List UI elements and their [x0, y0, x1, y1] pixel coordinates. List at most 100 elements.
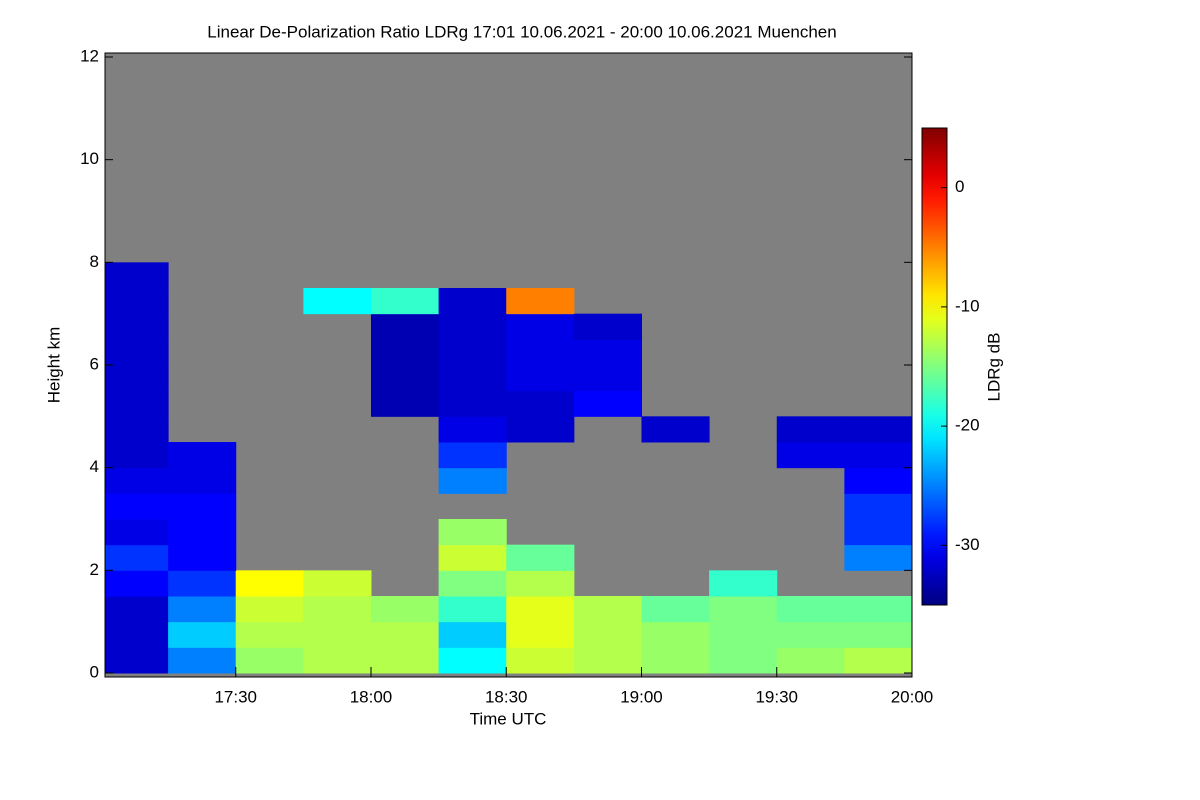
- heatmap-cell: [573, 390, 642, 417]
- heatmap-cell: [844, 442, 913, 469]
- heatmap-cell: [168, 621, 237, 648]
- heatmap-cell: [506, 390, 575, 417]
- heatmap-cell: [844, 467, 913, 494]
- heatmap-cell: [303, 596, 372, 623]
- y-tick-label: 0: [90, 662, 99, 681]
- heatmap-cell: [105, 621, 169, 648]
- x-tick-label: 19:00: [620, 687, 663, 706]
- heatmap-cell: [844, 647, 913, 674]
- x-axis-label: Time UTC: [470, 709, 547, 728]
- heatmap-cell: [709, 647, 778, 674]
- heatmap-cell: [573, 596, 642, 623]
- heatmap-cell: [844, 416, 913, 443]
- heatmap-cell: [168, 570, 237, 597]
- heatmap-cell: [105, 519, 169, 546]
- heatmap-cell: [105, 596, 169, 623]
- heatmap-cell: [370, 390, 440, 417]
- y-tick-label: 2: [90, 560, 99, 579]
- heatmap-cell: [506, 596, 575, 623]
- heatmap-cell: [506, 570, 575, 597]
- x-tick-label: 20:00: [891, 687, 934, 706]
- heatmap-cell: [776, 621, 845, 648]
- heatmap-cell: [105, 416, 169, 443]
- heatmap-cell: [370, 339, 440, 366]
- y-tick-label: 6: [90, 354, 99, 373]
- colorbar: [921, 127, 948, 606]
- heatmap-cell: [438, 621, 507, 648]
- heatmap-cell: [370, 647, 440, 674]
- heatmap-cell: [641, 647, 710, 674]
- heatmap-cell: [370, 621, 440, 648]
- heatmap-cell: [506, 621, 575, 648]
- heatmap-cell: [709, 570, 778, 597]
- heatmap-cell: [105, 544, 169, 571]
- heatmap-cell: [776, 416, 845, 443]
- heatmap-cell: [506, 416, 575, 443]
- heatmap-cell: [303, 288, 372, 315]
- heatmap-cell: [438, 339, 507, 366]
- heatmap-cell: [235, 596, 304, 623]
- heatmap-cell: [844, 493, 913, 520]
- heatmap-cell: [844, 621, 913, 648]
- heatmap-cell: [105, 365, 169, 392]
- heatmap-cell: [438, 442, 507, 469]
- y-tick-label: 4: [90, 457, 99, 476]
- heatmap-cell: [303, 570, 372, 597]
- heatmap-cell: [709, 621, 778, 648]
- heatmap-cell: [641, 621, 710, 648]
- heatmap-cell: [168, 647, 237, 674]
- heatmap-cell: [573, 647, 642, 674]
- heatmap-cell: [370, 596, 440, 623]
- heatmap-cell: [573, 339, 642, 366]
- heatmap-cell: [105, 570, 169, 597]
- heatmap-cell: [438, 570, 507, 597]
- heatmap-cell: [438, 313, 507, 340]
- heatmap-cell: [303, 647, 372, 674]
- heatmap-cell: [641, 596, 710, 623]
- heatmap-cell: [506, 339, 575, 366]
- heatmap-cell: [438, 288, 507, 315]
- heatmap-cell: [438, 647, 507, 674]
- heatmap-cell: [105, 288, 169, 315]
- heatmap-cell: [370, 288, 440, 315]
- heatmap-cell: [709, 596, 778, 623]
- heatmap-cell: [438, 596, 507, 623]
- x-tick-label: 18:00: [350, 687, 393, 706]
- y-axis-label: Height km: [44, 327, 63, 404]
- heatmap-cell: [776, 596, 845, 623]
- y-tick-label: 12: [80, 46, 99, 65]
- colorbar-tick-label: 0: [955, 177, 964, 196]
- heatmap-cell: [370, 313, 440, 340]
- heatmap-cell: [844, 544, 913, 571]
- heatmap-cell: [370, 365, 440, 392]
- colorbar-label: LDRg dB: [984, 333, 1003, 402]
- heatmap-cell: [844, 519, 913, 546]
- heatmap-cell: [105, 647, 169, 674]
- heatmap-cell: [641, 416, 710, 443]
- heatmap-cell: [506, 288, 575, 315]
- heatmap-cell: [438, 390, 507, 417]
- heatmap-cell: [776, 442, 845, 469]
- heatmap-cell: [506, 313, 575, 340]
- heatmap-cell: [105, 493, 169, 520]
- heatmap-cell: [573, 621, 642, 648]
- heatmap-cell: [573, 365, 642, 392]
- heatmap-cell: [776, 647, 845, 674]
- colorbar-tick-label: -10: [955, 296, 980, 315]
- heatmap-cell: [438, 467, 507, 494]
- heatmap-cell: [235, 621, 304, 648]
- heatmap-cell: [105, 339, 169, 366]
- colorbar-tick-label: -20: [955, 416, 980, 435]
- heatmap-cell: [235, 570, 304, 597]
- heatmap-cell: [168, 442, 237, 469]
- heatmap-cell: [506, 647, 575, 674]
- x-tick-label: 17:30: [214, 687, 257, 706]
- heatmap-cell: [168, 493, 237, 520]
- heatmap-cell: [105, 442, 169, 469]
- x-tick-label: 18:30: [485, 687, 528, 706]
- heatmap-cell: [438, 416, 507, 443]
- colorbar-tick-label: -30: [955, 535, 980, 554]
- heatmap-cell: [438, 519, 507, 546]
- heatmap-cell: [168, 596, 237, 623]
